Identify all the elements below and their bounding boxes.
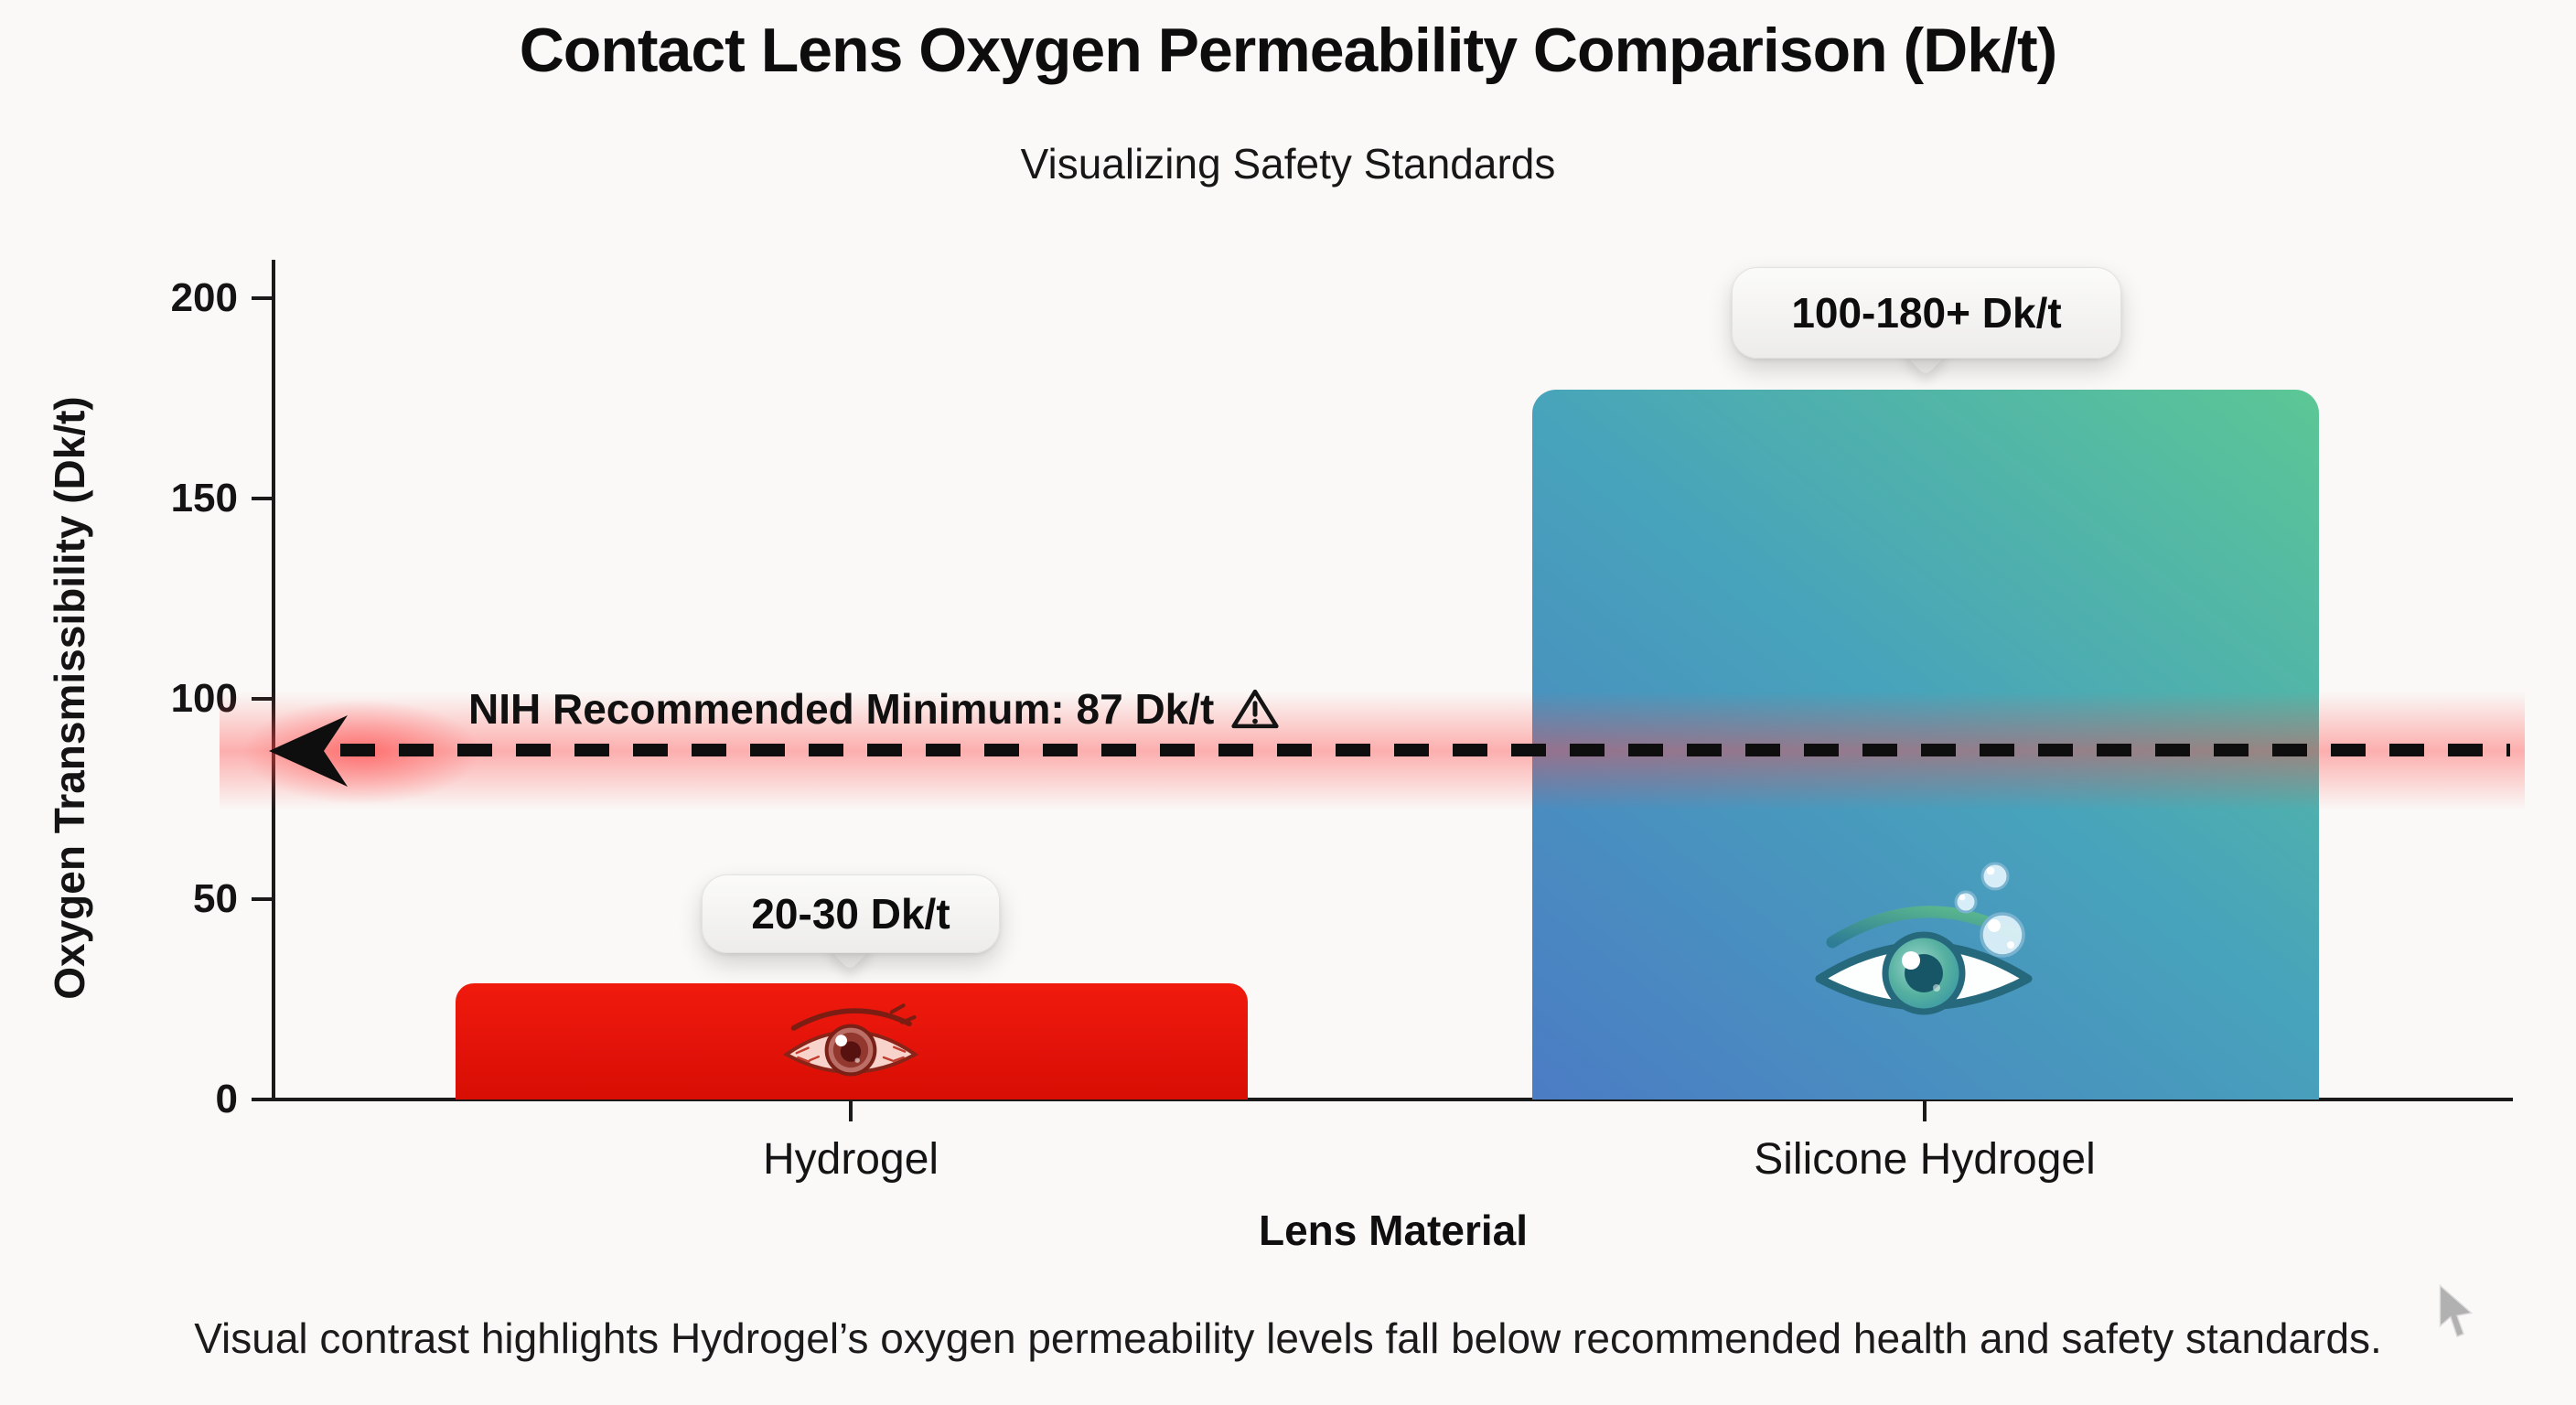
x-tick-label-silicone: Silicone Hydrogel: [1754, 1135, 2096, 1184]
chart-title: Contact Lens Oxygen Permeability Compari…: [519, 16, 2058, 85]
threshold-arrow-icon: [269, 715, 348, 787]
oxygen-bubbles: [1954, 862, 2025, 958]
mouse-cursor-icon: [2439, 1284, 2474, 1338]
x-tick-label-hydrogel: Hydrogel: [762, 1135, 939, 1184]
callout-silicone-value: 100-180+ Dk/t: [1732, 267, 2121, 359]
bloodshot-eye-icon: [782, 1003, 919, 1077]
chart-subtitle: Visualizing Safety Standards: [1020, 140, 1556, 188]
y-tick-mark-150: [252, 497, 272, 500]
healthy-eye-icon: [1815, 862, 2033, 1015]
caption: Visual contrast highlights Hydrogel’s ox…: [194, 1314, 2382, 1362]
threshold-label-text: NIH Recommended Minimum: 87 Dk/t: [468, 685, 1215, 733]
warning-triangle-icon: [1231, 689, 1280, 729]
x-tick-mark-silicone: [1923, 1101, 1927, 1121]
threshold-label: NIH Recommended Minimum: 87 Dk/t: [468, 684, 1280, 734]
callout-silicone: 100-180+ Dk/t: [1732, 267, 2121, 377]
x-axis-label: Lens Material: [1259, 1207, 1528, 1254]
y-tick-mark-0: [252, 1098, 272, 1101]
y-tick-label-0: 0: [215, 1077, 238, 1121]
x-axis-spine: [272, 1098, 2513, 1101]
callout-hydrogel-value: 20-30 Dk/t: [702, 874, 1000, 953]
callout-hydrogel: 20-30 Dk/t: [702, 874, 1000, 971]
y-tick-label-50: 50: [193, 876, 238, 921]
y-tick-mark-50: [252, 897, 272, 901]
y-tick-label-200: 200: [170, 275, 238, 320]
y-tick-label-150: 150: [170, 476, 238, 520]
threshold-dashed-line: [340, 744, 2510, 756]
y-tick-mark-200: [252, 296, 272, 300]
x-tick-mark-hydrogel: [849, 1101, 853, 1121]
